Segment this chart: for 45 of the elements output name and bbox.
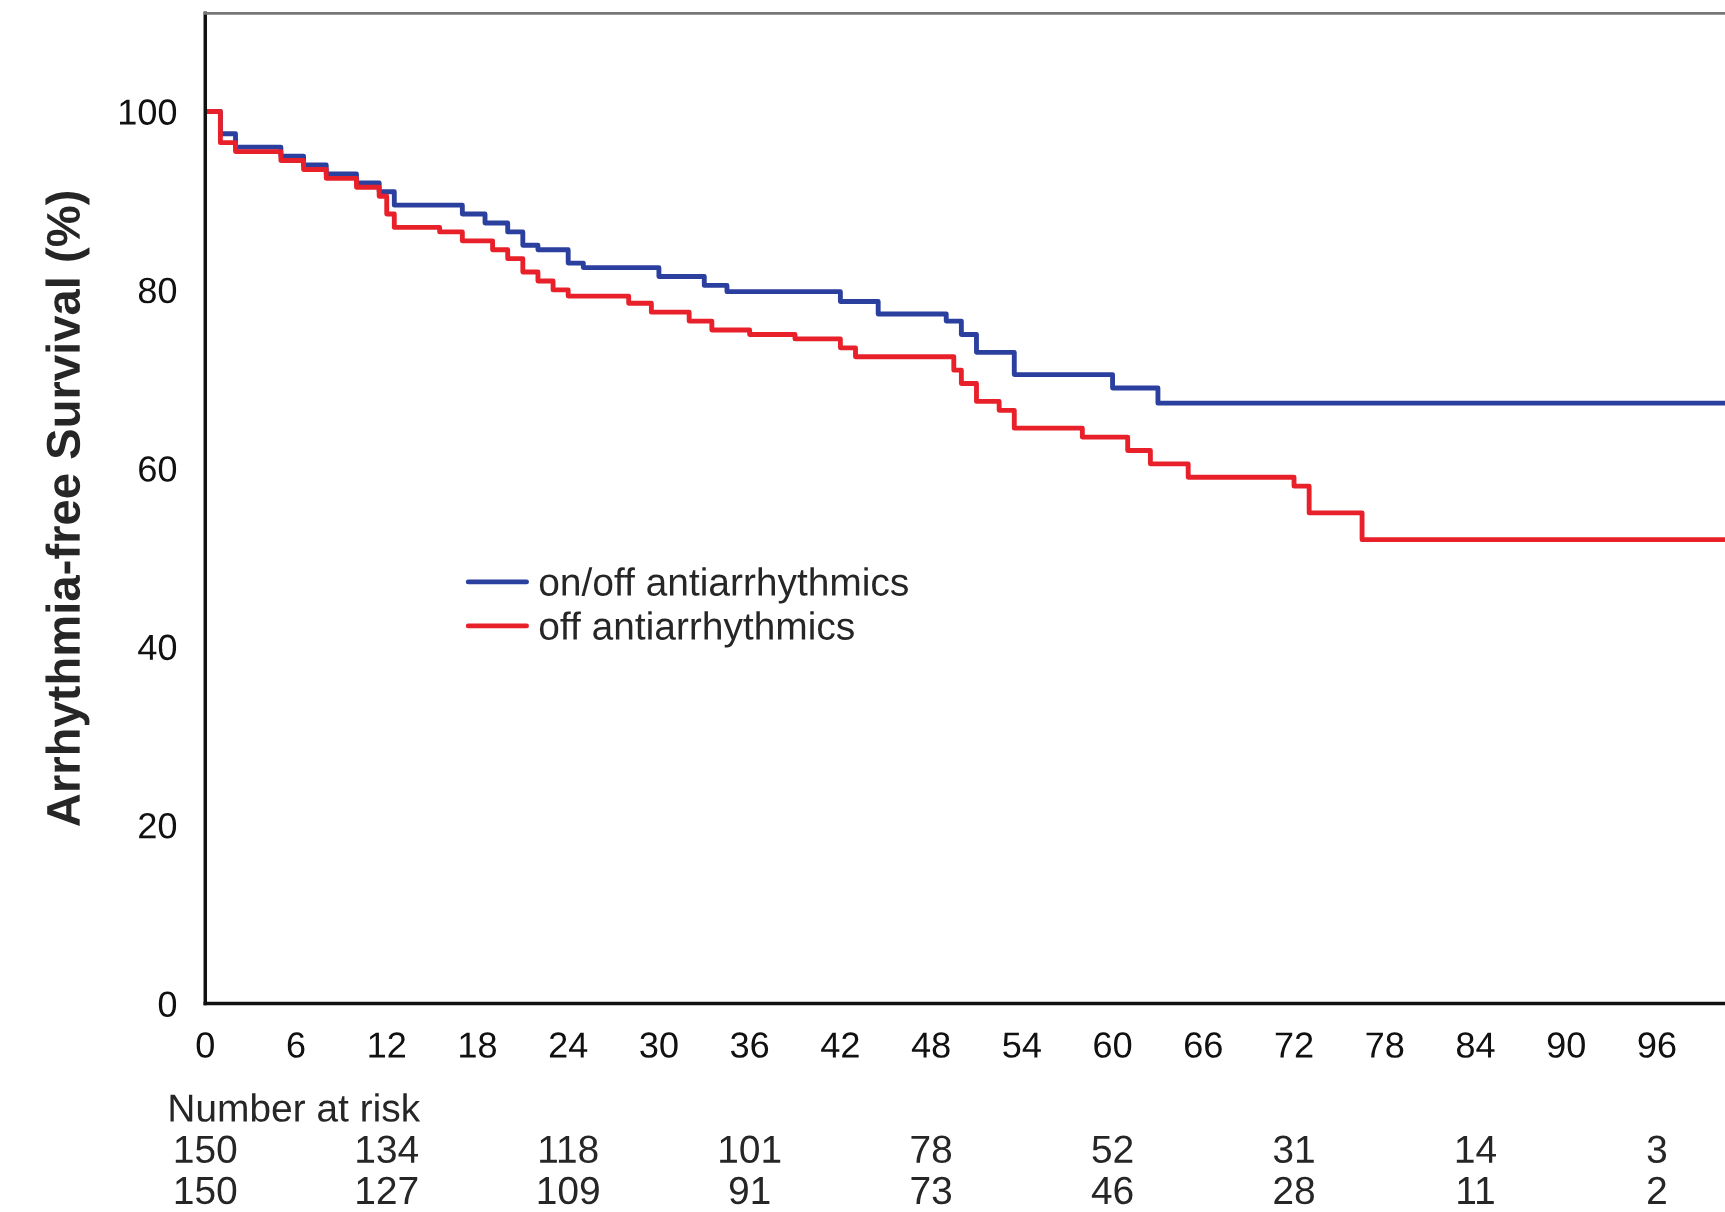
text: 52 xyxy=(1092,1135,1133,1164)
legend-label: off antiarrhythmics xyxy=(539,611,854,648)
text: 101 xyxy=(720,1135,781,1164)
x-tick-label: 6 xyxy=(287,1032,305,1058)
y-axis-title: Arrhythmia-free Survival (%) xyxy=(45,191,90,827)
y-tick-label: 0 xyxy=(158,991,177,1017)
text: 73 xyxy=(911,1176,952,1205)
x-tick-label: 48 xyxy=(911,1032,950,1058)
text: 28 xyxy=(1274,1176,1314,1205)
x-tick-label: 60 xyxy=(1094,1032,1132,1058)
text: 11 xyxy=(1458,1177,1494,1204)
x-tick-label: 18 xyxy=(460,1032,496,1058)
x-tick-label: 96 xyxy=(1638,1032,1676,1058)
x-tick-label: 42 xyxy=(821,1032,859,1058)
text: 127 xyxy=(357,1176,418,1204)
text: 31 xyxy=(1273,1135,1314,1164)
x-tick-label: 72 xyxy=(1275,1032,1313,1058)
y-tick-label: 60 xyxy=(139,456,177,482)
text: 14 xyxy=(1456,1135,1496,1163)
text: Number at risk xyxy=(170,1093,421,1122)
text: 3 xyxy=(1647,1135,1667,1164)
x-tick-label: 90 xyxy=(1547,1032,1585,1058)
y-tick-label: 20 xyxy=(139,812,177,839)
x-tick-label: 36 xyxy=(730,1032,769,1058)
x-tick-label: 24 xyxy=(549,1032,588,1058)
x-tick-label: 54 xyxy=(1003,1032,1041,1058)
text: 2 xyxy=(1648,1176,1666,1204)
text: 118 xyxy=(540,1135,598,1164)
text: 134 xyxy=(357,1135,419,1164)
text: 46 xyxy=(1091,1176,1133,1205)
x-tick-label: 84 xyxy=(1456,1032,1495,1058)
text: 78 xyxy=(911,1135,952,1164)
x-tick-label: 12 xyxy=(369,1032,406,1058)
x-tick-label: 0 xyxy=(196,1032,214,1058)
y-tick-label: 80 xyxy=(138,277,177,304)
x-tick-label: 78 xyxy=(1366,1032,1404,1058)
x-tick-label: 30 xyxy=(640,1032,678,1058)
text: 150 xyxy=(175,1135,237,1164)
text: 91 xyxy=(729,1176,770,1205)
y-tick-label: 40 xyxy=(138,634,177,661)
text: 109 xyxy=(538,1176,599,1205)
text: 150 xyxy=(175,1176,237,1205)
y-tick-label: 100 xyxy=(120,99,177,125)
legend-label: on/off antiarrhythmics xyxy=(539,567,908,604)
x-tick-label: 66 xyxy=(1185,1032,1222,1058)
